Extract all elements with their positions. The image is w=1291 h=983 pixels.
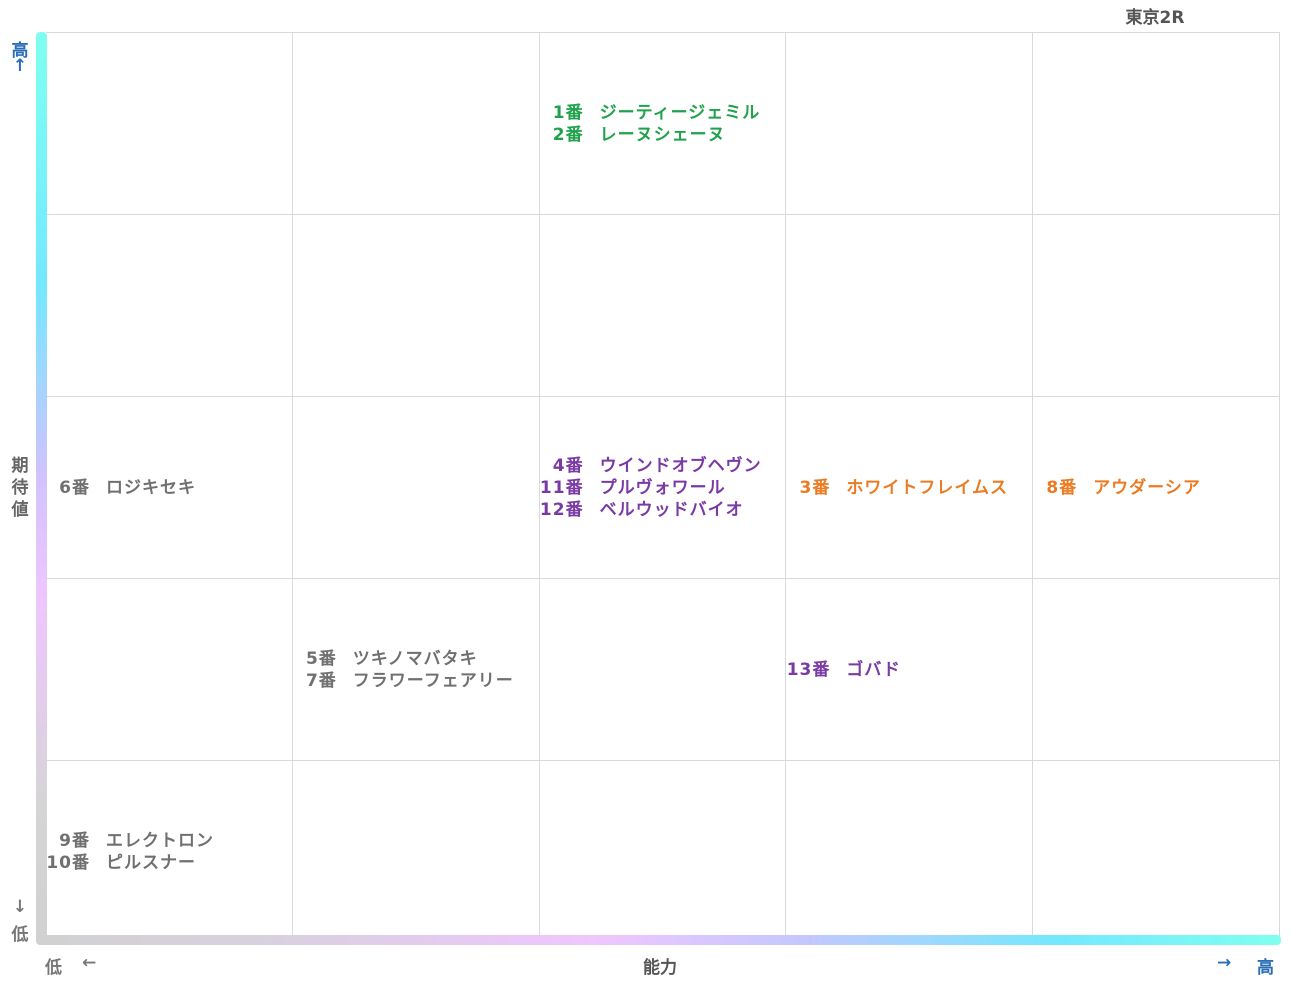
grid-cell-x4-y2: 13番 ゴバド — [786, 578, 1034, 760]
horse-entry: 6番 ロジキセキ — [46, 477, 292, 499]
x-axis-title: 能力 — [643, 958, 677, 978]
horse-entry: 3番 ホワイトフレイムス — [786, 477, 1032, 499]
y-axis-title-char: 値 — [11, 500, 29, 520]
grid-cell-x2-y5 — [292, 32, 540, 214]
cell-entries: 5番 ツキノマバタキ 7番 フラワーフェアリー — [293, 648, 539, 692]
y-axis-high-label: 高 — [11, 41, 29, 61]
horse-name: ロジキセキ — [106, 477, 196, 498]
plot-grid: 1番 ジーティージェミル 2番 レーヌシェーヌ 6番 ロジキセキ 4番 ウインドオブヘヴン 11… — [46, 32, 1280, 942]
cell-entries: 3番 ホワイトフレイムス — [786, 477, 1032, 499]
x-axis-gradient-bar — [36, 935, 1281, 945]
grid-cell-x1-y2 — [46, 578, 293, 760]
horse-number: 3番 — [799, 477, 831, 498]
horse-name: レーヌシェーヌ — [599, 124, 726, 145]
horse-entry: 7番 フラワーフェアリー — [293, 670, 539, 692]
horse-name: ツキノマバタキ — [352, 648, 478, 669]
grid-cell-x2-y1 — [292, 760, 540, 942]
grid-cell-x3-y3: 4番 ウインドオブヘヴン 11番 プルヴォワール 12番 ベルウッドバイオ — [539, 396, 787, 578]
horse-name: ウインドオブヘヴン — [599, 455, 762, 476]
horse-number: 1番 — [552, 102, 584, 123]
horse-number: 6番 — [59, 477, 90, 498]
y-axis-title-char: 待 — [11, 478, 29, 498]
grid-cell-x1-y3: 6番 ロジキセキ — [46, 396, 293, 578]
horse-name: ホワイトフレイムス — [846, 477, 1009, 498]
grid-cell-x5-y1 — [1033, 760, 1280, 942]
grid-cell-x5-y4 — [1033, 214, 1280, 396]
x-axis-high-label: 高 — [1257, 958, 1274, 978]
grid-cell-x1-y1: 9番 エレクトロン 10番 ピルスナー — [46, 760, 293, 942]
horse-number: 2番 — [552, 124, 584, 145]
horse-number: 13番 — [786, 659, 831, 680]
grid-cell-x3-y5: 1番 ジーティージェミル 2番 レーヌシェーヌ — [539, 32, 787, 214]
right-arrow-icon: → — [1217, 953, 1232, 973]
up-arrow-icon: ↑ — [12, 56, 28, 76]
horse-number: 9番 — [59, 830, 90, 851]
horse-number: 11番 — [539, 477, 584, 498]
grid-cell-x2-y3 — [292, 396, 540, 578]
y-axis-title-char: 期 — [11, 456, 29, 476]
grid-cell-x2-y4 — [292, 214, 540, 396]
grid-cell-x5-y2 — [1033, 578, 1280, 760]
cell-entries: 13番 ゴバド — [786, 659, 1032, 681]
x-axis-low-label: 低 — [45, 958, 62, 978]
grid-cell-x3-y4 — [539, 214, 787, 396]
horse-entry: 11番 プルヴォワール — [540, 477, 786, 499]
grid-cell-x4-y5 — [786, 32, 1034, 214]
horse-name: ゴバド — [846, 659, 901, 680]
horse-name: プルヴォワール — [599, 477, 726, 498]
horse-entry: 12番 ベルウッドバイオ — [540, 499, 786, 521]
horse-entry: 5番 ツキノマバタキ — [293, 648, 539, 670]
grid-cell-x4-y3: 3番 ホワイトフレイムス — [786, 396, 1034, 578]
grid-cell-x2-y2: 5番 ツキノマバタキ 7番 フラワーフェアリー — [292, 578, 540, 760]
horse-entry: 2番 レーヌシェーヌ — [540, 124, 786, 146]
grid-cell-x5-y3: 8番 アウダーシア — [1033, 396, 1280, 578]
down-arrow-icon: ↓ — [12, 897, 28, 917]
horse-number: 12番 — [539, 499, 584, 520]
grid-cell-x3-y2 — [539, 578, 787, 760]
horse-entry: 10番 ピルスナー — [46, 852, 292, 874]
y-axis-low-label: 低 — [11, 925, 29, 945]
horse-entry: 13番 ゴバド — [786, 659, 1032, 681]
horse-entry: 4番 ウインドオブヘヴン — [540, 455, 786, 477]
grid-cell-x1-y4 — [46, 214, 293, 396]
horse-name: ジーティージェミル — [599, 102, 761, 123]
cell-entries: 4番 ウインドオブヘヴン 11番 プルヴォワール 12番 ベルウッドバイオ — [540, 455, 786, 521]
cell-entries: 1番 ジーティージェミル 2番 レーヌシェーヌ — [540, 102, 786, 146]
grid-cell-x5-y5 — [1033, 32, 1280, 214]
grid-cell-x4-y1 — [786, 760, 1034, 942]
grid-cell-x3-y1 — [539, 760, 787, 942]
cell-entries: 8番 アウダーシア — [1033, 477, 1279, 499]
cell-entries: 6番 ロジキセキ — [46, 477, 292, 499]
horse-number: 10番 — [46, 852, 90, 873]
grid-cell-x1-y5 — [46, 32, 293, 214]
y-axis-title: 期待値 — [10, 455, 30, 521]
y-axis-gradient-bar — [36, 32, 47, 944]
horse-name: ベルウッドバイオ — [599, 499, 744, 520]
horse-name: フラワーフェアリー — [352, 670, 514, 691]
horse-entry: 8番 アウダーシア — [1033, 477, 1279, 499]
horse-number: 4番 — [552, 455, 584, 476]
left-arrow-icon: ← — [82, 953, 97, 973]
horse-name: アウダーシア — [1093, 477, 1201, 498]
cell-entries: 9番 エレクトロン 10番 ピルスナー — [46, 830, 292, 874]
chart-title: 東京2R — [1125, 8, 1185, 28]
grid-cell-x4-y4 — [786, 214, 1034, 396]
horse-number: 8番 — [1046, 477, 1078, 498]
horse-number: 5番 — [305, 648, 337, 669]
horse-entry: 9番 エレクトロン — [46, 830, 292, 852]
horse-number: 7番 — [305, 670, 337, 691]
horse-entry: 1番 ジーティージェミル — [540, 102, 786, 124]
horse-name: エレクトロン — [106, 830, 214, 851]
horse-name: ピルスナー — [106, 852, 196, 873]
